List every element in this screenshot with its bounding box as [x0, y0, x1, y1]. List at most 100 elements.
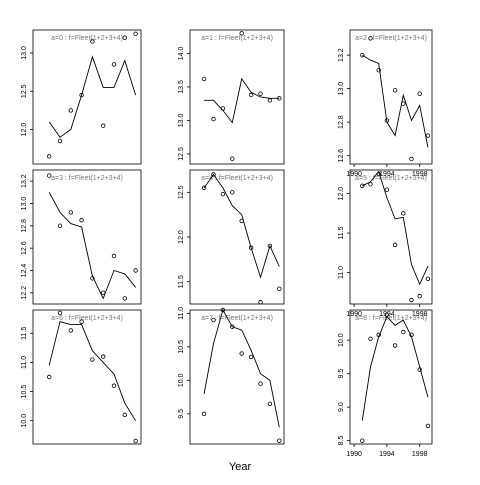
- data-point: [68, 210, 73, 215]
- panel-label: a=3 : f=Fleet(1+2+3+4): [51, 175, 123, 182]
- y-tick-label: 11.0: [338, 266, 345, 279]
- data-point: [277, 96, 282, 101]
- y-tick-label: 10.0: [21, 414, 28, 428]
- series-line: [361, 315, 429, 421]
- data-point: [100, 123, 106, 128]
- x-tick-label: 1998: [412, 451, 428, 458]
- x-tick-label: 1990: [346, 451, 362, 458]
- data-point: [220, 307, 226, 313]
- y-tick-label: 10.5: [21, 385, 28, 399]
- y-tick-label: 13.0: [21, 197, 28, 211]
- panel-frame: [349, 29, 433, 165]
- data-point: [384, 118, 390, 123]
- data-point: [425, 423, 431, 429]
- data-point: [409, 332, 414, 337]
- data-point: [417, 293, 422, 299]
- data-point: [401, 211, 406, 216]
- data-point: [360, 183, 365, 188]
- data-point: [409, 156, 414, 162]
- x-axis-label: Year: [229, 461, 252, 473]
- y-tick-label: 11.5: [21, 327, 28, 340]
- data-point: [384, 312, 390, 317]
- data-point: [376, 332, 381, 337]
- data-point: [417, 367, 422, 372]
- panel-0: a=0 : f=Fleet(1+2+3+4) 12.0 12.5 13.0: [21, 29, 142, 165]
- data-point: [211, 317, 216, 323]
- panel-2: a=6 : f=Fleet(1+2+3+4) 10.0 10.5 11.0 11.5: [21, 309, 142, 445]
- panel-label: a=1 : f=Fleet(1+2+3+4): [201, 35, 273, 42]
- panel-label: a=4 : f=Fleet(1+2+3+4): [201, 175, 273, 182]
- data-point: [100, 290, 106, 296]
- y-tick-label: 12.0: [338, 187, 345, 201]
- data-point: [90, 39, 95, 44]
- data-point: [392, 88, 398, 93]
- data-point: [368, 181, 373, 187]
- panel-frame: [32, 29, 142, 165]
- x-tick-label: 1994: [379, 451, 395, 458]
- data-point: [258, 381, 263, 386]
- panel-frame: [32, 309, 142, 445]
- data-point: [47, 154, 52, 159]
- data-point: [111, 62, 117, 67]
- x-tick-label: 1994: [379, 171, 395, 178]
- y-tick-label: 12.5: [178, 185, 185, 199]
- data-point: [68, 108, 73, 113]
- y-tick-label: 12.5: [178, 147, 185, 161]
- panel-frame: [349, 309, 433, 445]
- y-tick-label: 13.0: [21, 46, 28, 60]
- data-point: [239, 351, 244, 356]
- y-tick-label: 9.5: [178, 409, 185, 419]
- data-point: [133, 438, 138, 444]
- panel-label: a=6 : f=Fleet(1+2+3+4): [51, 315, 123, 322]
- data-point: [68, 328, 73, 333]
- x-tick-label: 1998: [412, 171, 428, 178]
- y-tick-label: 13.2: [21, 174, 28, 188]
- y-tick-label: 14.0: [178, 47, 185, 61]
- panel-6: a=2 : f=Fleet(1+2+3+4) 12.6 12.8 13.0 13.2 19…: [338, 29, 433, 178]
- y-tick-label: 12.0: [21, 123, 28, 137]
- data-point: [201, 185, 207, 191]
- data-point: [239, 31, 244, 36]
- data-point: [277, 286, 282, 292]
- data-point: [122, 296, 127, 301]
- data-point: [230, 156, 235, 161]
- panel-label: a=0 : f=Fleet(1+2+3+4): [51, 35, 123, 42]
- panel-4: a=4 : f=Fleet(1+2+3+4) 11.5 12.0 12.5: [178, 169, 285, 305]
- y-tick-label: 13.5: [178, 80, 185, 94]
- data-point: [201, 411, 207, 417]
- data-point: [90, 357, 95, 362]
- data-point: [230, 190, 235, 195]
- x-tick-label: 1994: [379, 311, 395, 318]
- y-tick-label: 9.0: [338, 402, 345, 412]
- data-point: [417, 91, 422, 96]
- data-point: [90, 276, 95, 281]
- y-tick-label: 11.0: [21, 356, 28, 369]
- data-point: [409, 297, 414, 303]
- data-point: [122, 35, 127, 40]
- y-tick-label: 8.5: [338, 436, 345, 446]
- data-point: [392, 343, 398, 348]
- data-point: [267, 401, 273, 406]
- series-line: [48, 192, 136, 300]
- data-point: [239, 218, 244, 224]
- panel-label: a=7 : f=Fleet(1+2+3+4): [201, 315, 273, 322]
- panel-frame: [32, 169, 142, 305]
- data-point: [368, 36, 373, 41]
- y-tick-label: 12.8: [338, 115, 345, 129]
- data-point: [376, 67, 381, 73]
- data-point: [248, 245, 254, 250]
- series-line: [203, 308, 280, 428]
- x-tick-label: 1990: [346, 311, 362, 318]
- series-line: [362, 54, 429, 148]
- series-line: [203, 173, 280, 279]
- data-point: [47, 173, 52, 178]
- data-point: [57, 223, 63, 229]
- panel-frame: [189, 29, 285, 165]
- y-tick-label: 12.0: [178, 230, 185, 244]
- y-tick-label: 12.4: [21, 264, 28, 278]
- x-tick-label: 1990: [346, 171, 362, 178]
- panel-frame: [349, 169, 433, 305]
- data-point: [122, 412, 127, 418]
